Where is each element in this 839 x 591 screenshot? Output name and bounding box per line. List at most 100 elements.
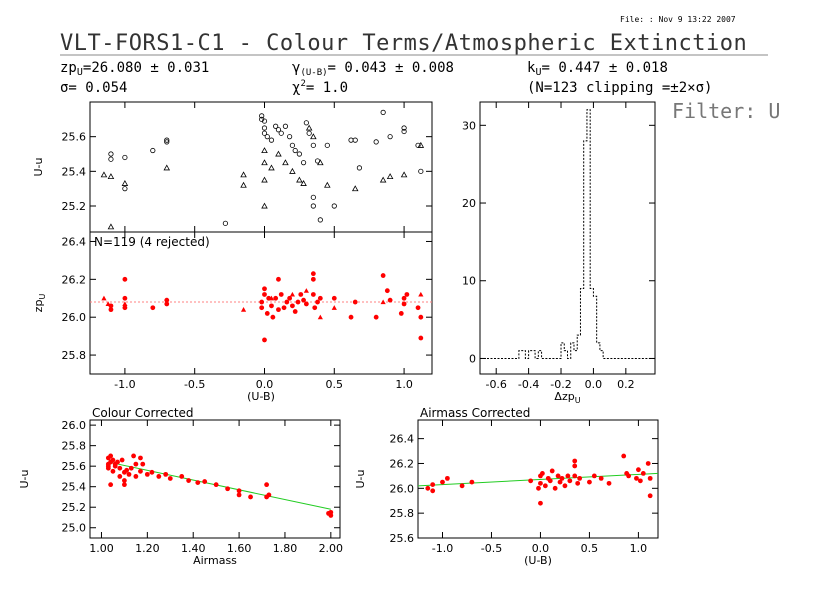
colour-xtick-label: 1.00 xyxy=(89,542,114,555)
zp-dot-point xyxy=(150,305,156,311)
colour-dot-point xyxy=(117,465,123,471)
airmass-dot-point xyxy=(572,463,578,469)
hist-ytick-label: 30 xyxy=(462,119,476,132)
zp-dot-point xyxy=(373,314,379,320)
airmass-dot-point xyxy=(547,478,553,484)
airmass-dot-point xyxy=(430,482,436,487)
airmass-dot-point xyxy=(634,475,639,481)
colour-fit-line xyxy=(108,461,331,510)
zp-dot-point xyxy=(401,295,407,301)
airmass-dot-point xyxy=(557,479,563,485)
airmass-dot-point xyxy=(591,473,597,479)
raw-triangle-point xyxy=(379,176,387,183)
hist-xtick-label: -0.4 xyxy=(518,378,539,391)
zp-xlabel: (U-B) xyxy=(247,390,275,403)
zp-dot-point xyxy=(298,292,304,297)
zp-triangle-point xyxy=(380,299,386,305)
raw-circle-point xyxy=(108,151,114,157)
raw-ylabel: U-u xyxy=(32,158,45,177)
raw-triangle-point xyxy=(400,171,408,178)
airmass-dot-point xyxy=(469,479,475,485)
colour-xtick-label: 1.80 xyxy=(273,542,298,555)
colour-ytick-label: 25.2 xyxy=(62,501,87,514)
colour-dot-point xyxy=(236,492,242,498)
zp-triangle-point xyxy=(289,291,296,297)
zp-ytick-label: 26.0 xyxy=(62,311,87,324)
raw-circle-point xyxy=(373,139,379,145)
raw-ytick-label: 25.6 xyxy=(62,131,87,144)
zp-dot-point xyxy=(276,276,281,282)
colour-dot-point xyxy=(179,474,185,479)
airmass-xtick-label: 0.5 xyxy=(581,542,599,555)
zp-triangle-point xyxy=(101,295,107,301)
raw-circle-point xyxy=(401,128,407,135)
zp-plot-frame xyxy=(89,231,433,375)
zp-dot-point xyxy=(264,311,270,316)
airmass-dot-point xyxy=(430,488,436,494)
colour-dot-point xyxy=(119,457,125,463)
airmass-dot-point xyxy=(459,483,465,489)
raw-ytick-label: 25.4 xyxy=(62,165,87,178)
colour-dot-point xyxy=(133,474,139,479)
airmass-dot-point xyxy=(540,471,545,476)
raw-triangle-point xyxy=(317,159,324,166)
histogram-steps xyxy=(480,109,655,359)
raw-triangle-point xyxy=(324,181,331,188)
colour-xtick-label: 1.60 xyxy=(227,542,252,555)
zp-dot-point xyxy=(301,297,306,303)
hist-xtick-label: -0.2 xyxy=(550,378,571,391)
colour-dot-point xyxy=(236,488,242,494)
airmass-ytick-label: 25.8 xyxy=(390,507,415,520)
colour-dot-point xyxy=(167,476,173,481)
airmass-fit-line xyxy=(417,472,659,487)
raw-triangle-point xyxy=(121,180,129,186)
zp-dot-point xyxy=(387,297,393,303)
airmass-dot-point xyxy=(565,473,571,479)
colour-dot-point xyxy=(195,480,201,485)
raw-circle-point xyxy=(261,125,268,131)
airmass-dot-point xyxy=(555,473,561,479)
raw-circle-point xyxy=(273,123,279,129)
raw-circle-point xyxy=(282,123,289,129)
zp-dot-point xyxy=(295,299,301,305)
raw-triangle-point xyxy=(261,147,268,154)
colour-dot-point xyxy=(138,455,143,461)
colour-dot-point xyxy=(328,509,334,515)
zp-dot-point xyxy=(404,292,410,297)
airmass-dot-point xyxy=(577,475,583,481)
colour-dot-point xyxy=(186,478,192,483)
colour-dot-point xyxy=(117,474,123,479)
colour-xtick-label: 1.20 xyxy=(135,542,160,555)
zp-dot-point xyxy=(284,299,290,305)
airmass-plot-title: Airmass Corrected xyxy=(420,406,530,420)
airmass-dot-point xyxy=(645,461,651,466)
colour-dot-point xyxy=(110,457,116,463)
zp-dot-point xyxy=(276,307,281,313)
zp-dot-point xyxy=(310,271,316,277)
zp-dot-point xyxy=(315,299,320,305)
airmass-dot-point xyxy=(640,471,646,476)
zp-dot-point xyxy=(292,309,298,314)
raw-circle-point xyxy=(259,113,265,119)
zp-dot-point xyxy=(262,286,267,292)
raw-circle-point xyxy=(296,151,302,157)
zp-triangle-point xyxy=(268,295,275,301)
zp-triangle-point xyxy=(303,288,309,293)
zp-dot-point xyxy=(122,276,128,282)
raw-triangle-point xyxy=(386,173,394,180)
raw-circle-point xyxy=(348,137,354,143)
zp-dot-point xyxy=(270,314,276,320)
raw-circle-point xyxy=(122,154,128,161)
airmass-xlabel: (U-B) xyxy=(524,554,552,567)
raw-circle-point xyxy=(310,142,316,148)
zp-xtick-label: -0.5 xyxy=(184,378,205,391)
colour-dot-point xyxy=(131,453,136,459)
raw-triangle-point xyxy=(310,133,317,140)
colour-dot-point xyxy=(213,482,219,488)
airmass-dot-point xyxy=(538,500,543,506)
zp-readout: zpU=26.080 ± 0.031 xyxy=(60,60,209,78)
colour-dot-point xyxy=(126,471,132,477)
airmass-ytick-label: 26.0 xyxy=(390,482,415,495)
page-title: VLT-FORS1-C1 - Colour Terms/Atmospheric … xyxy=(60,31,747,56)
raw-triangle-point xyxy=(300,180,307,186)
